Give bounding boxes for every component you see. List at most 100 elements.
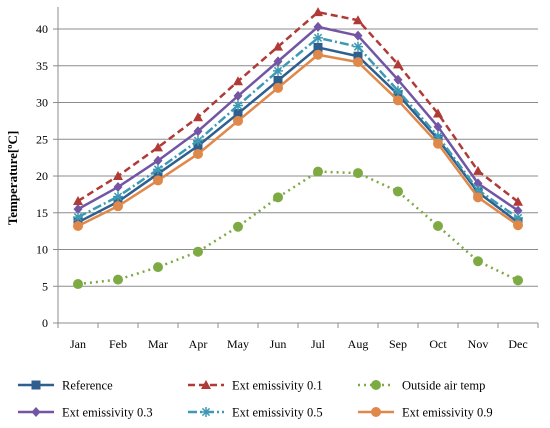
legend-swatch-marker — [371, 380, 381, 390]
data-point — [73, 220, 83, 231]
data-point — [233, 90, 243, 101]
x-tick-label: May — [227, 337, 249, 351]
data-point — [513, 205, 523, 216]
series-line — [77, 25, 519, 212]
data-point — [233, 76, 243, 86]
data-point — [73, 196, 83, 206]
x-tick-label: Sep — [389, 337, 407, 351]
data-point — [193, 135, 203, 146]
data-point — [353, 168, 363, 179]
legend-item: Ext emissivity 0.5 — [188, 406, 323, 420]
y-tick-labels: 0 5 10 15 20 25 30 35 40 — [36, 22, 48, 330]
data-point — [313, 21, 323, 32]
data-point — [513, 220, 523, 231]
y-tick-label: 25 — [36, 132, 48, 146]
legend-swatch-marker — [31, 380, 41, 390]
x-tick-label: Nov — [468, 337, 489, 351]
series-ext-emissivity-0-1 — [73, 7, 523, 206]
x-tick-label: Aug — [348, 337, 369, 351]
data-point — [353, 30, 363, 41]
legend-label: Reference — [62, 379, 113, 393]
y-tick-label: 15 — [36, 206, 48, 220]
data-point — [393, 85, 403, 96]
data-point — [313, 7, 323, 17]
series-ext-emissivity-0-5 — [73, 32, 523, 223]
data-point — [433, 131, 443, 142]
series-line — [77, 36, 519, 219]
data-point — [313, 49, 323, 60]
data-point — [393, 74, 403, 85]
data-point — [393, 59, 403, 69]
x-tick-label: Jun — [270, 337, 287, 351]
y-tick-label: 40 — [36, 22, 48, 36]
x-tick-label: Mar — [148, 337, 168, 351]
data-point — [233, 221, 243, 232]
legend-swatch-marker — [31, 407, 41, 417]
series-line — [77, 46, 519, 224]
x-tick-label: Dec — [508, 337, 527, 351]
data-point — [153, 142, 163, 152]
axes — [53, 7, 539, 328]
data-point — [273, 192, 283, 203]
data-point — [513, 275, 523, 286]
data-point — [433, 121, 443, 132]
legend-label: Ext emissivity 0.1 — [232, 379, 323, 393]
data-point — [113, 274, 123, 285]
legend-item: Outside air temp — [358, 379, 485, 393]
series-ext-emissivity-0-3 — [73, 21, 523, 216]
series-ext-emissivity-0-9 — [73, 49, 523, 231]
series-outside-air-temp — [73, 166, 523, 290]
legend-item: Ext emissivity 0.3 — [18, 406, 153, 420]
data-point — [273, 41, 283, 51]
series-line — [77, 10, 519, 203]
data-point — [353, 57, 363, 68]
data-point — [73, 212, 83, 223]
x-tick-label: Jul — [311, 337, 326, 351]
data-point — [353, 51, 363, 61]
data-point — [353, 15, 363, 25]
y-tick-label: 10 — [36, 243, 48, 257]
legend-label: Ext emissivity 0.3 — [62, 406, 153, 420]
data-point — [113, 171, 123, 181]
data-point — [233, 115, 243, 126]
x-tick-label: Apr — [189, 337, 208, 351]
y-axis-label: Temperature[ºC] — [5, 131, 20, 226]
data-point — [513, 212, 523, 223]
legend-label: Ext emissivity 0.5 — [232, 406, 323, 420]
legend-label: Outside air temp — [402, 379, 485, 393]
data-point — [473, 165, 483, 175]
data-point — [153, 262, 163, 273]
data-point — [393, 95, 403, 106]
legend-swatch-marker — [371, 407, 381, 417]
data-point — [353, 41, 363, 52]
data-point — [473, 184, 483, 195]
legend-item: Reference — [18, 379, 113, 393]
data-point — [233, 109, 243, 119]
data-point — [473, 192, 483, 203]
data-point — [113, 201, 123, 212]
series-line — [77, 53, 519, 228]
legend-swatch-marker — [201, 380, 211, 389]
data-point — [473, 178, 483, 189]
x-tick-label: Feb — [109, 337, 127, 351]
legend-item: Ext emissivity 0.9 — [358, 406, 493, 420]
data-point — [273, 56, 283, 67]
x-tick-labels: Jan Feb Mar Apr May Jun Jul Aug Sep Oct Nov Dec — [70, 337, 528, 351]
data-point — [193, 141, 203, 151]
data-point — [153, 164, 163, 175]
series-group — [73, 7, 523, 290]
data-point — [193, 126, 203, 137]
data-point — [113, 191, 123, 202]
data-point — [153, 155, 163, 166]
legend-swatch-marker — [201, 407, 211, 417]
data-point — [313, 42, 323, 52]
data-point — [153, 175, 163, 186]
data-point — [73, 204, 83, 215]
data-point — [393, 186, 403, 197]
data-point — [513, 196, 523, 206]
data-point — [273, 82, 283, 93]
y-tick-label: 0 — [42, 316, 48, 330]
data-point — [473, 256, 483, 267]
data-point — [433, 220, 443, 231]
